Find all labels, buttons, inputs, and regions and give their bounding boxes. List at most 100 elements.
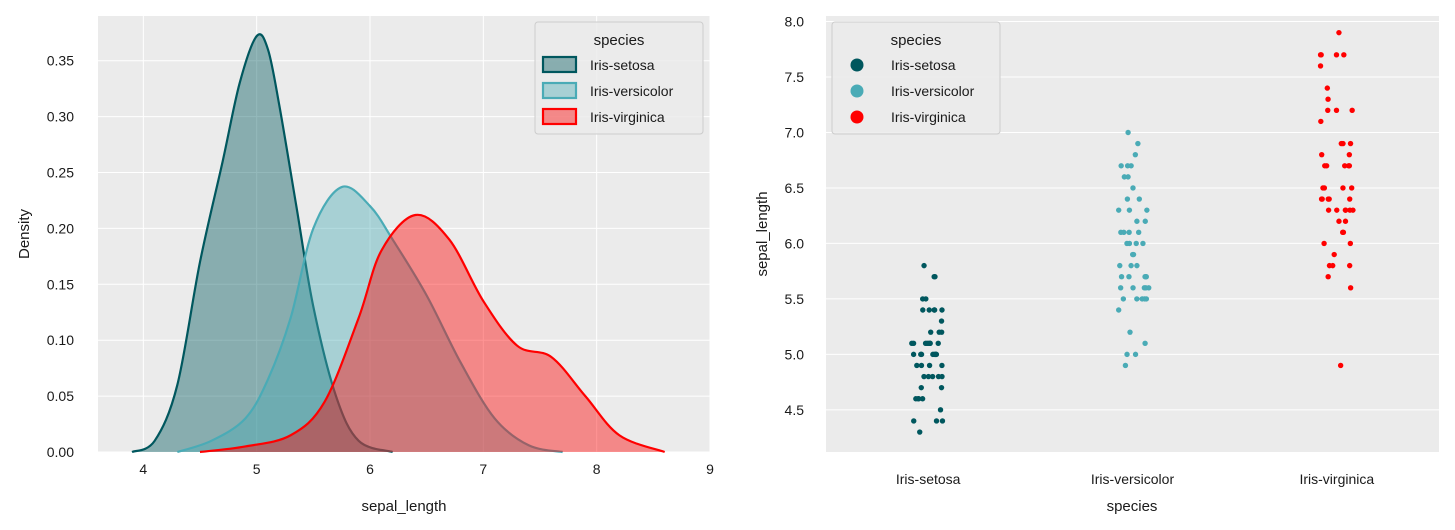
strip-point-iris-virginica [1346,151,1353,158]
kde-iris-setosa-area [132,34,393,452]
strip-x-tick-label: Iris-setosa [896,471,961,487]
strip-point-iris-versicolor [1115,307,1122,313]
strip-point-iris-virginica [1337,362,1344,369]
strip-point-iris-setosa [929,373,936,380]
kde-legend-title: species [594,32,645,49]
strip-y-tick-label: 6.5 [785,180,805,196]
strip-point-iris-virginica [1346,262,1353,269]
strip-point-iris-virginica [1341,52,1347,58]
strip-point-iris-versicolor [1117,285,1124,291]
strip-point-iris-versicolor [1144,207,1150,213]
strip-point-iris-virginica [1325,274,1331,280]
strip-point-iris-versicolor [1126,240,1133,247]
kde-density-areas [131,33,666,454]
strip-point-iris-versicolor [1126,274,1132,280]
strip-point-iris-setosa [918,384,924,391]
strip-point-iris-setosa [921,262,927,269]
strip-point-iris-virginica [1319,151,1325,158]
strip-point-iris-versicolor [1129,251,1136,258]
strip-point-iris-virginica [1350,207,1356,213]
strip-point-iris-setosa [938,318,945,324]
kde-y-tick-label: 0.20 [47,220,74,236]
strip-point-iris-virginica [1333,107,1340,114]
strip-x-tick-label: Iris-versicolor [1091,471,1175,487]
strip-chart: Iris-setosa Iris-versicolor Iris-virginica… [754,14,1439,515]
kde-iris-virginica-area [200,214,665,452]
strip-point-iris-versicolor [1132,351,1139,358]
strip-point-iris-versicolor [1142,296,1148,302]
strip-point-iris-setosa [911,418,917,424]
strip-point-iris-virginica [1317,63,1324,69]
kde-y-tick-label: 0.10 [47,332,74,348]
kde-y-tick-label: 0.30 [47,109,74,125]
strip-x-tick-labels: Iris-setosa Iris-versicolor Iris-virginica [896,471,1375,487]
strip-point-iris-virginica [1333,52,1340,58]
kde-legend-label-iris-versicolor: Iris-versicolor [590,83,674,99]
strip-legend-label-iris-setosa: Iris-setosa [891,57,956,73]
kde-x-axis-label: sepal_length [361,498,446,515]
strip-point-iris-versicolor [1120,296,1127,302]
strip-point-iris-versicolor [1124,351,1130,358]
strip-point-iris-setosa [921,373,927,380]
strip-point-iris-versicolor [1130,185,1136,191]
strip-point-iris-setosa [936,329,942,335]
strip-point-iris-versicolor [1135,229,1142,236]
strip-point-iris-virginica [1318,196,1325,202]
strip-point-iris-setosa [939,418,946,424]
kde-legend-label-iris-setosa: Iris-setosa [590,57,655,73]
strip-point-iris-virginica [1321,240,1327,247]
kde-y-tick-labels: 0.00 0.05 0.10 0.15 0.20 0.25 0.30 0.35 [47,53,74,460]
strip-point-iris-versicolor [1140,240,1146,247]
strip-point-iris-setosa [933,418,940,424]
strip-point-iris-virginica [1348,185,1355,191]
strip-y-axis-label: sepal_length [754,191,771,276]
strip-point-iris-virginica [1349,107,1355,114]
strip-y-tick-label: 8.0 [785,14,805,30]
strip-point-iris-setosa [938,384,945,391]
strip-point-iris-virginica [1331,251,1337,258]
kde-x-tick-label: 8 [593,461,601,477]
strip-point-iris-setosa [915,396,921,402]
strip-point-iris-virginica [1325,107,1331,114]
strip-point-iris-setosa [920,307,926,313]
kde-legend-frame [534,21,704,135]
strip-point-iris-setosa [922,340,929,346]
strip-point-iris-versicolor [1130,285,1136,291]
strip-y-tick-label: 7.5 [785,69,805,85]
strip-point-iris-virginica [1340,185,1346,191]
strip-point-iris-setosa [939,362,945,369]
strip-point-iris-versicolor [1141,285,1148,291]
kde-y-axis-label: Density [16,208,33,259]
strip-point-iris-virginica [1325,207,1332,213]
kde-legend-swatch-iris-versicolor [541,81,578,100]
strip-point-iris-virginica [1336,218,1342,224]
kde-x-tick-label: 7 [479,461,487,477]
kde-legend-swatch-iris-virginica [541,107,578,126]
strip-point-iris-setosa [919,396,926,402]
strip-point-iris-setosa [914,362,920,369]
kde-y-tick-label: 0.00 [47,444,74,460]
kde-x-tick-label: 5 [253,461,261,477]
strip-point-iris-setosa [923,296,929,302]
strip-point-iris-setosa [918,351,924,358]
strip-y-tick-label: 4.5 [785,402,805,418]
strip-point-iris-setosa [931,274,937,280]
strip-point-iris-virginica [1324,85,1331,91]
strip-point-iris-setosa [926,307,932,313]
strip-point-iris-versicolor [1133,240,1139,247]
strip-point-iris-setosa [927,340,933,346]
strip-point-iris-versicolor [1134,262,1140,269]
strip-point-iris-versicolor [1142,340,1148,346]
strip-point-iris-virginica [1345,163,1352,169]
strip-point-iris-setosa [910,340,917,346]
strip-point-iris-setosa [932,351,939,358]
strip-y-tick-label: 6.0 [785,235,805,251]
strip-point-iris-versicolor [1118,163,1124,169]
strip-legend-title: species [891,32,942,49]
strip-point-iris-versicolor [1134,218,1140,224]
kde-y-tick-label: 0.15 [47,276,74,292]
kde-iris-versicolor-line [176,185,563,454]
strip-point-iris-setosa [928,329,934,335]
strip-point-iris-setosa [937,407,944,413]
